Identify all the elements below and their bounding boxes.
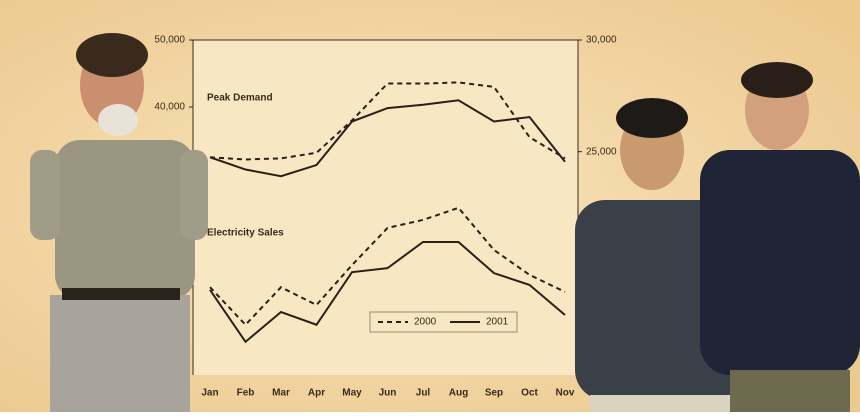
y2-tick-label: 25,000 [586, 146, 617, 157]
x-tick-label: Oct [521, 388, 538, 399]
group-label: Peak Demand [207, 93, 273, 104]
series-line [209, 241, 566, 344]
y2-tick-label: 30,000 [586, 35, 617, 46]
x-tick-label: Apr [308, 388, 325, 399]
x-tick-label: Jul [416, 388, 431, 399]
series-line [209, 206, 566, 327]
series-line [209, 81, 566, 161]
legend-label: 2001 [486, 317, 509, 328]
person-left [30, 33, 208, 412]
legend-label: 2000 [414, 317, 437, 328]
x-tick-label: May [342, 388, 362, 399]
person-right [700, 62, 860, 412]
x-tick-label: Nov [556, 388, 575, 399]
group-label: Electricity Sales [207, 228, 284, 239]
x-tick-label: Sep [485, 388, 503, 399]
x-tick-label: Feb [237, 388, 255, 399]
x-tick-label: Jun [379, 388, 397, 399]
series-line [209, 99, 566, 178]
x-tick-label: Mar [272, 388, 290, 399]
y-tick-label: 50,000 [154, 35, 185, 46]
y-tick-label: 40,000 [154, 102, 185, 113]
legend-box [369, 311, 518, 333]
people [30, 33, 860, 412]
x-tick-label: Aug [449, 388, 468, 399]
x-tick-label: Jan [201, 388, 218, 399]
